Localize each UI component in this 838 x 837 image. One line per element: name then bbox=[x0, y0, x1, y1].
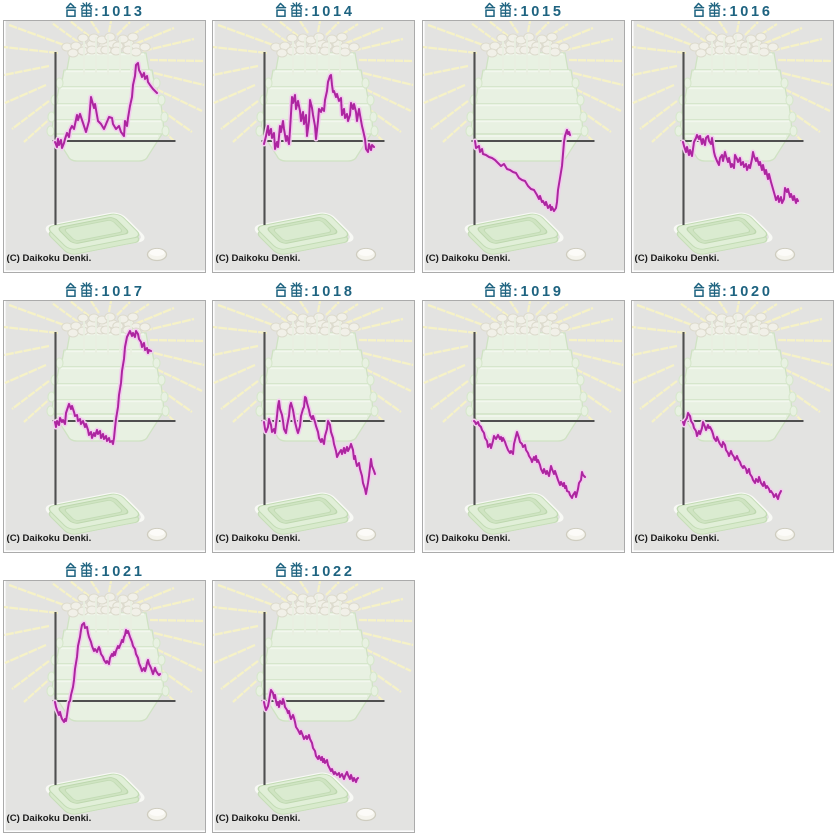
svg-text:(C) Daikoku Denki.: (C) Daikoku Denki. bbox=[216, 533, 301, 544]
svg-text::1013: :1013 bbox=[94, 4, 145, 19]
svg-text::1016: :1016 bbox=[722, 4, 773, 19]
svg-text:(C) Daikoku Denki.: (C) Daikoku Denki. bbox=[216, 813, 301, 824]
svg-text:(C) Daikoku Denki.: (C) Daikoku Denki. bbox=[7, 813, 92, 824]
svg-text::1017: :1017 bbox=[94, 284, 145, 299]
svg-text::1014: :1014 bbox=[304, 4, 355, 19]
svg-text::1021: :1021 bbox=[94, 564, 145, 579]
svg-text::1022: :1022 bbox=[304, 564, 355, 579]
svg-text:(C) Daikoku Denki.: (C) Daikoku Denki. bbox=[635, 253, 720, 264]
svg-text::1015: :1015 bbox=[513, 4, 564, 19]
svg-text:(C) Daikoku Denki.: (C) Daikoku Denki. bbox=[7, 533, 92, 544]
svg-text::1019: :1019 bbox=[513, 284, 564, 299]
svg-text:(C) Daikoku Denki.: (C) Daikoku Denki. bbox=[216, 253, 301, 264]
svg-text:(C) Daikoku Denki.: (C) Daikoku Denki. bbox=[426, 533, 511, 544]
svg-text:(C) Daikoku Denki.: (C) Daikoku Denki. bbox=[7, 253, 92, 264]
svg-text::1020: :1020 bbox=[722, 284, 773, 299]
svg-text:(C) Daikoku Denki.: (C) Daikoku Denki. bbox=[426, 253, 511, 264]
svg-text::1018: :1018 bbox=[304, 284, 355, 299]
svg-text:(C) Daikoku Denki.: (C) Daikoku Denki. bbox=[635, 533, 720, 544]
